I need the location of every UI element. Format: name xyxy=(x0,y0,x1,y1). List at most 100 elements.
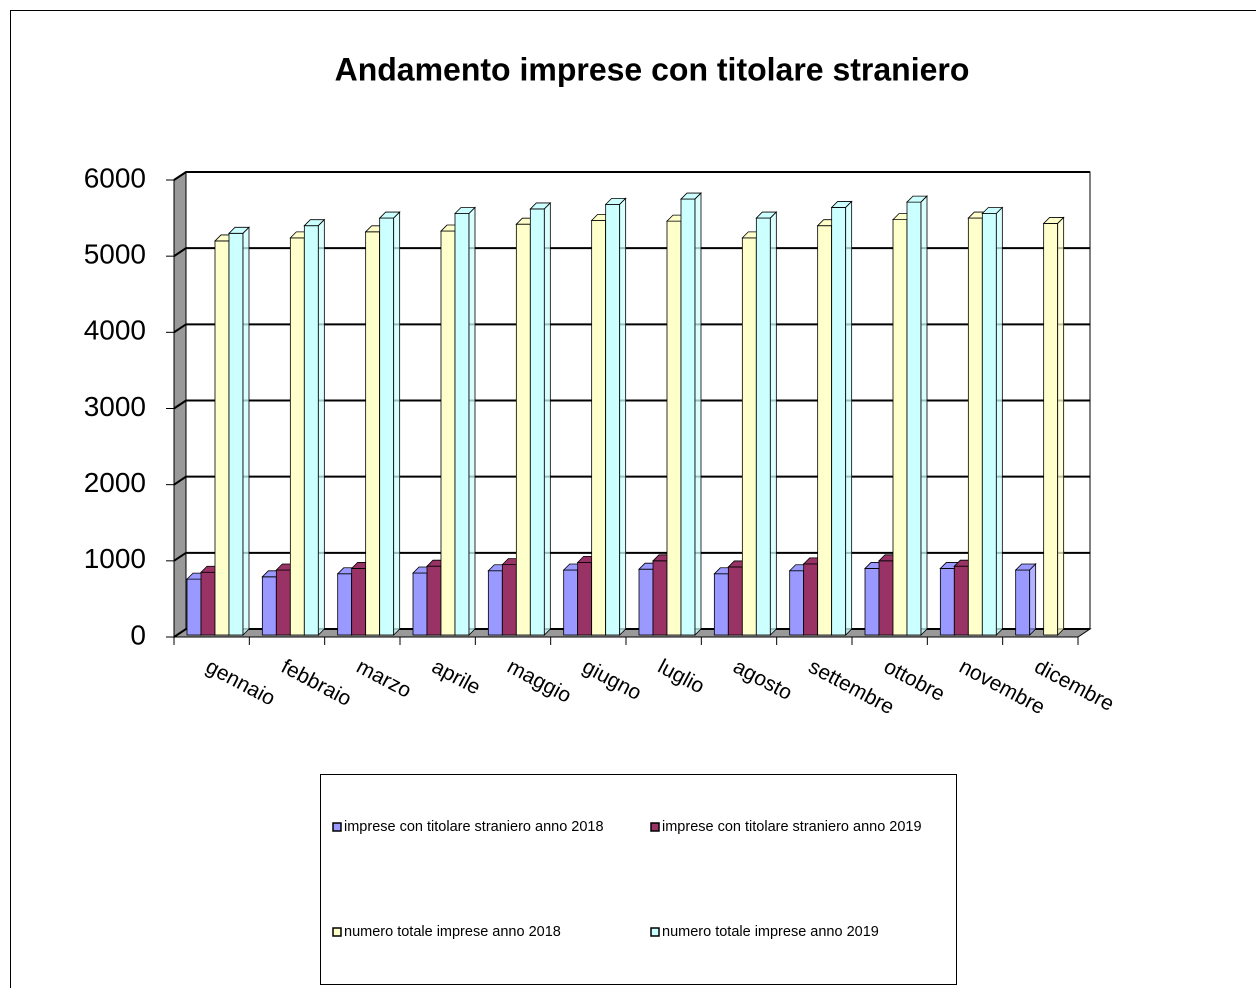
bar-front xyxy=(982,214,996,635)
bar-front xyxy=(832,207,846,635)
bar-front xyxy=(441,231,455,635)
bar xyxy=(229,227,249,635)
bar-side xyxy=(318,220,324,635)
bar-front xyxy=(818,226,832,635)
bar-front xyxy=(592,220,606,635)
bar-front xyxy=(879,561,893,635)
y-tick-label: 3000 xyxy=(84,391,146,422)
bar xyxy=(606,198,626,635)
bar-side xyxy=(394,212,400,635)
bar-front xyxy=(201,572,215,635)
legend-label: numero totale imprese anno 2019 xyxy=(662,924,879,940)
bar-front xyxy=(229,233,243,635)
bar xyxy=(832,201,852,635)
bar-side xyxy=(770,212,776,635)
bar xyxy=(304,220,324,635)
bar-front xyxy=(653,561,667,635)
bar xyxy=(380,212,400,635)
bar-front xyxy=(756,218,770,635)
bar-front xyxy=(338,574,352,635)
bar-front xyxy=(502,565,516,635)
bar-front xyxy=(578,562,592,635)
bar xyxy=(907,196,927,635)
x-tick-label: settembre xyxy=(805,655,898,719)
bar-side xyxy=(243,227,249,635)
legend-label: numero totale imprese anno 2018 xyxy=(344,924,561,940)
bar-side xyxy=(620,198,626,635)
bar-front xyxy=(366,232,380,635)
bar-front xyxy=(380,218,394,635)
bar-front xyxy=(290,238,304,635)
bar-front xyxy=(790,571,804,635)
bar-front xyxy=(742,238,756,635)
legend-swatch xyxy=(651,928,659,936)
bar xyxy=(1044,217,1064,635)
bar-front xyxy=(606,204,620,635)
bar-front xyxy=(530,209,544,635)
x-tick-label: marzo xyxy=(353,655,415,703)
bar-front xyxy=(564,570,578,635)
bar-front xyxy=(681,199,695,635)
x-tick-label: aprile xyxy=(428,655,484,699)
bar-side xyxy=(846,201,852,635)
bar-front xyxy=(728,567,742,635)
bar-front xyxy=(276,570,290,635)
bar-front xyxy=(427,566,441,635)
x-tick-label: luglio xyxy=(654,655,708,698)
bar-front xyxy=(667,221,681,635)
bar-side xyxy=(1058,217,1064,635)
bar-front xyxy=(215,241,229,635)
bar-front xyxy=(865,568,879,635)
y-tick-label: 6000 xyxy=(84,162,146,193)
bar-front xyxy=(413,573,427,635)
bar-front xyxy=(907,202,921,635)
bar xyxy=(1016,564,1036,635)
bar-front xyxy=(187,579,201,635)
bar-front xyxy=(304,226,318,635)
bar-side xyxy=(996,208,1002,635)
bar-side xyxy=(921,196,927,635)
bar-front xyxy=(968,218,982,635)
x-tick-label: giugno xyxy=(579,655,645,705)
bar-front xyxy=(1044,223,1058,635)
legend-box xyxy=(321,775,957,985)
bar-side xyxy=(1030,564,1036,635)
legend-label: imprese con titolare straniero anno 2019 xyxy=(662,819,922,835)
bar-front xyxy=(893,220,907,635)
bar-front xyxy=(714,574,728,635)
y-tick-label: 1000 xyxy=(84,543,146,574)
bar xyxy=(681,193,701,635)
bar xyxy=(455,208,475,635)
bar-front xyxy=(488,571,502,635)
bar-front xyxy=(954,566,968,635)
legend-swatch xyxy=(333,823,341,831)
legend-swatch xyxy=(333,928,341,936)
bar-front xyxy=(639,569,653,635)
bar-side xyxy=(544,203,550,635)
y-tick-label: 2000 xyxy=(84,467,146,498)
bar-front xyxy=(1016,570,1030,635)
y-tick-label: 4000 xyxy=(84,315,146,346)
bar-front xyxy=(262,577,276,635)
bar xyxy=(982,208,1002,635)
bar-front xyxy=(804,564,818,635)
x-tick-label: febbraio xyxy=(277,655,355,711)
legend-label: imprese con titolare straniero anno 2018 xyxy=(344,819,604,835)
bar-side xyxy=(695,193,701,635)
bar xyxy=(530,203,550,635)
x-tick-label: agosto xyxy=(729,655,795,705)
x-tick-label: maggio xyxy=(503,655,575,708)
chart-title: Andamento imprese con titolare straniero xyxy=(335,51,970,87)
bar-front xyxy=(455,214,469,635)
legend-swatch xyxy=(651,823,659,831)
x-tick-label: novembre xyxy=(955,655,1048,719)
y-tick-label: 0 xyxy=(130,619,146,650)
bar-front xyxy=(940,568,954,635)
x-tick-label: gennaio xyxy=(202,655,279,710)
bar-front xyxy=(516,224,530,635)
bar xyxy=(756,212,776,635)
y-tick-label: 5000 xyxy=(84,239,146,270)
bar-front xyxy=(352,568,366,635)
